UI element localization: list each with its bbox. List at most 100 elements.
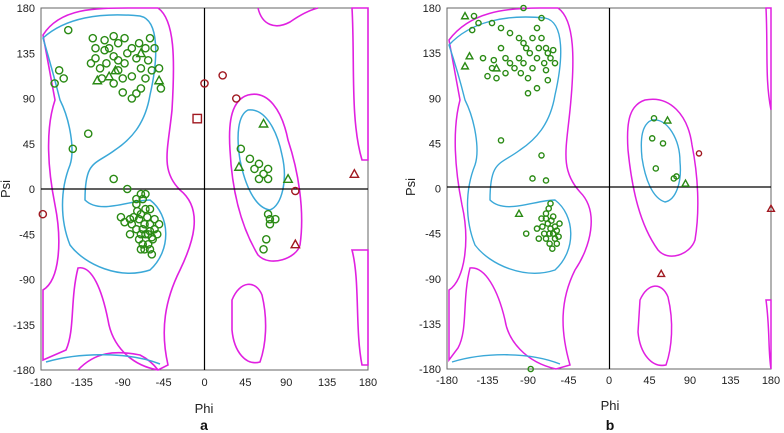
point-outlier-triangle-b: [766, 203, 776, 212]
point-favoured-circle-b: [538, 14, 545, 22]
point-favoured-circle-b: [493, 74, 500, 82]
point-favoured-circle-a: [145, 245, 155, 254]
point-favoured-circle-b: [546, 240, 553, 247]
point-favoured-circle-a: [136, 229, 146, 239]
point-favoured-circle-b: [522, 230, 530, 237]
point-favoured-circle-a: [125, 214, 135, 224]
core-region-contours-a: [42, 14, 286, 365]
point-favoured-circle-a: [127, 43, 137, 53]
point-favoured-circle-b: [506, 29, 514, 37]
point-favoured-circle-b: [533, 24, 541, 32]
x-tick-label-a: -135: [71, 377, 93, 389]
point-favoured-circle-a: [118, 74, 128, 83]
point-favoured-circle-b: [545, 205, 553, 212]
point-favoured-circle-a: [152, 229, 162, 239]
point-favoured-circle-b: [538, 34, 545, 42]
point-favoured-circle-a: [141, 204, 150, 214]
point-favoured-circle-b: [529, 64, 536, 72]
point-favoured-circle-b: [502, 54, 509, 62]
x-tick-labels-b: -180 -135 -90 -45 0 45 90 135 180: [436, 375, 780, 387]
point-favoured-circle-a: [59, 74, 69, 83]
point-favoured-circle-b: [524, 74, 532, 82]
point-favoured-circle-a: [54, 66, 64, 75]
point-favoured-circle-a: [95, 64, 105, 73]
allowed-region-contours-a: [42, 7, 369, 371]
point-favoured-circle-a: [136, 189, 146, 199]
y-tick-label-a: -135: [13, 320, 35, 332]
y-tick-label-b: 135: [423, 48, 441, 60]
point-favoured-circle-a: [265, 214, 275, 224]
point-favoured-circle-a: [136, 245, 146, 254]
y-axis-label-b: Psi: [403, 178, 418, 196]
point-favoured-circle-a: [143, 55, 153, 65]
x-axis-label-a: Phi: [195, 401, 214, 416]
point-favoured-triangle-b: [460, 61, 470, 70]
y-tick-label-a: -45: [19, 229, 35, 241]
point-favoured-triangle-a: [110, 64, 121, 75]
point-favoured-circle-a: [154, 219, 164, 229]
point-favoured-circle-a: [141, 189, 150, 199]
point-favoured-circle-b: [542, 235, 550, 242]
point-favoured-circle-b: [488, 19, 496, 27]
point-favoured-circle-b: [652, 165, 660, 172]
point-favoured-circle-b: [520, 39, 527, 47]
point-favoured-circle-b: [555, 233, 562, 240]
point-favoured-circle-a: [134, 214, 144, 224]
data-points-b: [460, 4, 776, 373]
y-tick-label-a: 0: [29, 184, 35, 196]
point-favoured-circle-b: [533, 54, 541, 62]
point-favoured-circle-b: [547, 54, 554, 62]
point-favoured-circle-a: [140, 219, 149, 229]
point-favoured-circle-a: [132, 53, 141, 63]
point-favoured-circle-b: [542, 177, 550, 184]
ramachandran-panel-b: -180 -135 -90 -45 0 45 90 135 180 180 135 90 45 0 -45…: [403, 3, 780, 433]
point-favoured-circle-a: [91, 43, 100, 53]
point-favoured-circle-b: [673, 173, 680, 180]
point-favoured-triangle-a: [91, 74, 103, 85]
y-tick-label-b: -45: [425, 229, 441, 241]
point-favoured-circle-a: [150, 214, 159, 224]
point-favoured-circle-b: [551, 223, 559, 230]
point-favoured-circle-a: [113, 55, 123, 65]
point-favoured-triangle-a: [103, 70, 115, 81]
point-favoured-circle-b: [540, 59, 548, 67]
y-tick-label-a: -180: [13, 365, 35, 377]
point-favoured-circle-b: [511, 64, 518, 72]
x-tick-label-a: 180: [359, 377, 377, 389]
point-favoured-circle-b: [479, 54, 487, 62]
y-tick-label-a: 135: [17, 48, 35, 60]
x-tick-label-b: 45: [643, 375, 655, 387]
x-tick-label-b: -90: [520, 375, 536, 387]
point-outlier-circle-a: [200, 79, 209, 88]
point-favoured-circle-a: [132, 89, 141, 98]
point-favoured-circle-a: [145, 33, 155, 43]
point-favoured-triangle-a: [258, 117, 269, 128]
point-favoured-circle-a: [271, 214, 280, 224]
y-tick-label-a: 90: [23, 94, 35, 106]
point-favoured-circle-b: [542, 66, 550, 74]
point-favoured-circle-b: [648, 135, 656, 142]
point-favoured-circle-b: [539, 223, 546, 230]
x-tick-label-a: -180: [30, 377, 52, 389]
y-tick-labels-b: 180 135 90 45 0 -45 -90 -135 -180: [419, 3, 441, 376]
point-favoured-triangle-b: [680, 178, 691, 187]
point-favoured-circle-a: [236, 144, 246, 154]
point-favoured-circle-a: [132, 224, 141, 234]
y-tick-label-a: 180: [17, 3, 35, 15]
point-favoured-circle-b: [549, 245, 556, 252]
y-tick-label-b: -180: [419, 364, 441, 376]
point-favoured-circle-b: [529, 175, 536, 182]
x-tick-label-b: -180: [436, 375, 458, 387]
point-favoured-circle-b: [527, 365, 535, 373]
x-tick-label-a: 0: [201, 377, 207, 389]
point-outlier-triangle-a: [348, 168, 360, 178]
point-favoured-circle-b: [546, 230, 553, 237]
point-favoured-circle-b: [551, 59, 559, 67]
point-favoured-circle-b: [520, 59, 527, 67]
point-outlier-circle-a: [231, 94, 241, 103]
allowed-region-contours-b: [448, 7, 772, 370]
y-tick-label-b: 45: [429, 138, 441, 150]
point-favoured-circle-a: [265, 219, 275, 229]
point-favoured-circle-a: [261, 234, 271, 244]
point-favoured-circle-a: [83, 129, 93, 138]
